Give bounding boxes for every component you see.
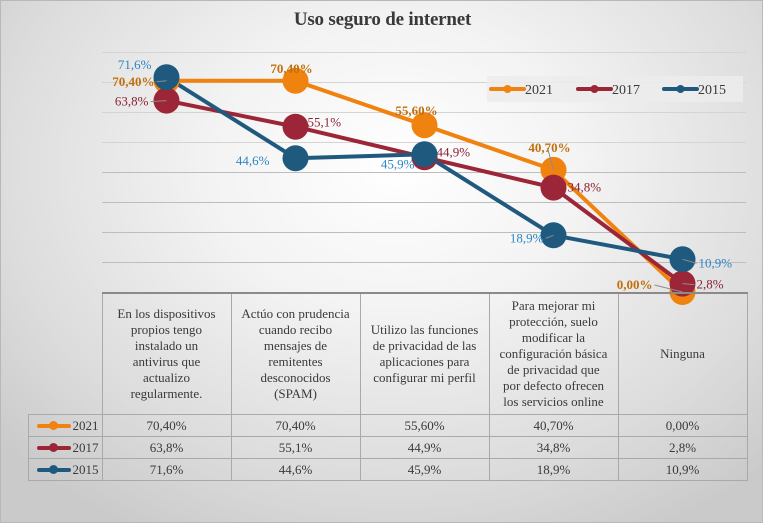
legend-marker-2021 — [503, 85, 512, 93]
table-cell-2021-1: 70,40% — [230, 414, 361, 437]
table-cell-2017-2: 44,9% — [359, 436, 490, 459]
point-2015-2 — [411, 141, 438, 168]
legend: 2021 2017 2015 — [487, 76, 743, 102]
data-table: En los dispositivos propios tengo instalad… — [28, 292, 748, 481]
data-label-2021-1: 70,40% — [270, 61, 312, 76]
point-2021-2 — [411, 112, 438, 139]
point-2015-0 — [153, 64, 180, 91]
table-cell-2017-4: 2,8% — [617, 436, 748, 459]
table-cell-2021-0: 70,40% — [101, 414, 232, 437]
data-label-2021-3: 40,70% — [528, 140, 570, 155]
leader-line-2015-3 — [545, 234, 554, 239]
table-cell-2015-0: 71,6% — [101, 458, 232, 481]
table-corner-cell — [28, 293, 103, 415]
legend-item-2021: 2021 — [489, 83, 553, 98]
data-label-2015-3: 18,9% — [510, 230, 544, 245]
table-cell-2015-4: 10,9% — [617, 458, 748, 481]
table-cell-2017-0: 63,8% — [101, 436, 232, 459]
legend-item-2015: 2015 — [662, 83, 726, 98]
table-category-header-3: Para mejorar mi protección, suelo modifica… — [488, 292, 619, 415]
legend-marker-2017 — [590, 85, 599, 93]
table-cell-2021-4: 0,00% — [617, 414, 748, 437]
data-label-2021-4: 0,00% — [617, 277, 653, 292]
data-label-2021-0: 70,40% — [112, 74, 154, 89]
table-cell-2015-3: 18,9% — [488, 458, 619, 481]
data-label-2015-4: 10,9% — [699, 255, 733, 270]
data-labels: 70,40% 70,40% 55,60% 40,70% 0,00% 63,8% 55,1% 4… — [112, 57, 733, 293]
legend-label-2015: 2015 — [698, 83, 726, 98]
legend-label-2021: 2021 — [525, 83, 553, 98]
table-category-header-4: Ninguna — [617, 292, 748, 415]
table-category-header-0: En los dispositivos propios tengo instalad… — [101, 292, 232, 415]
data-label-2017-1: 55,1% — [308, 115, 342, 130]
leader-line-2021-4 — [654, 284, 683, 293]
legend-marker-2015 — [676, 85, 685, 93]
point-2017-1 — [282, 113, 309, 140]
legend-key-icon — [36, 465, 71, 475]
table-series-key-2021: 2021 — [28, 414, 103, 437]
table-cell-2021-3: 40,70% — [488, 414, 619, 437]
data-label-2017-3: 34,8% — [568, 180, 602, 195]
table-series-name: 2021 — [72, 418, 99, 433]
leader-line-2021-3 — [547, 147, 554, 171]
leader-line-2015-4 — [682, 258, 697, 264]
table-row-2017: 2017 63,8% 55,1% 44,9% 34,8% 2,8% — [28, 436, 748, 459]
table-row-2021: 2021 70,40% 70,40% 55,60% 40,70% 0,00% — [28, 414, 748, 437]
data-label-2015-0: 71,6% — [118, 57, 152, 72]
table-cell-2021-2: 55,60% — [359, 414, 490, 437]
legend-background — [487, 76, 743, 102]
data-label-2017-2: 44,9% — [437, 144, 471, 159]
table-series-name: 2017 — [72, 440, 99, 455]
table-cell-2015-1: 44,6% — [230, 458, 361, 481]
table-body: 2021 70,40% 70,40% 55,60% 40,70% 0,00% 2017 63,… — [28, 414, 748, 481]
data-label-2017-0: 63,8% — [115, 94, 149, 109]
legend-item-2017: 2017 — [576, 83, 640, 98]
point-2017-3 — [540, 174, 567, 201]
leader-line-2017-0 — [150, 100, 167, 103]
legend-label-2017: 2017 — [612, 83, 640, 98]
data-label-2015-2: 45,9% — [381, 156, 415, 171]
data-label-2017-4: 2,8% — [697, 277, 724, 292]
table-cell-2017-1: 55,1% — [230, 436, 361, 459]
data-label-2015-1: 44,6% — [236, 153, 270, 168]
table-category-header-2: Utilizo las funciones de privacidad de la… — [359, 292, 490, 415]
legend-key-icon — [36, 443, 71, 453]
table-row-2015: 2015 71,6% 44,6% 45,9% 18,9% 10,9% — [28, 458, 748, 481]
table-series-key-2015: 2015 — [28, 458, 103, 481]
table-cell-2015-2: 45,9% — [359, 458, 490, 481]
chart-title: Uso seguro de internet — [293, 9, 472, 30]
table-series-key-2017: 2017 — [28, 436, 103, 459]
table-cell-2017-3: 34,8% — [488, 436, 619, 459]
leader-line-2021-0 — [156, 80, 167, 83]
data-label-2021-2: 55,60% — [395, 103, 437, 118]
table-header-row: En los dispositivos propios tengo instalad… — [28, 292, 748, 415]
table-category-header-1: Actúo con prudencia cuando recibo mensajes… — [230, 292, 361, 415]
point-2021-1 — [282, 67, 309, 94]
point-2015-1 — [282, 145, 309, 172]
table-series-name: 2015 — [72, 462, 99, 477]
leader-line-2017-4 — [682, 283, 695, 286]
legend-key-icon — [36, 421, 71, 431]
